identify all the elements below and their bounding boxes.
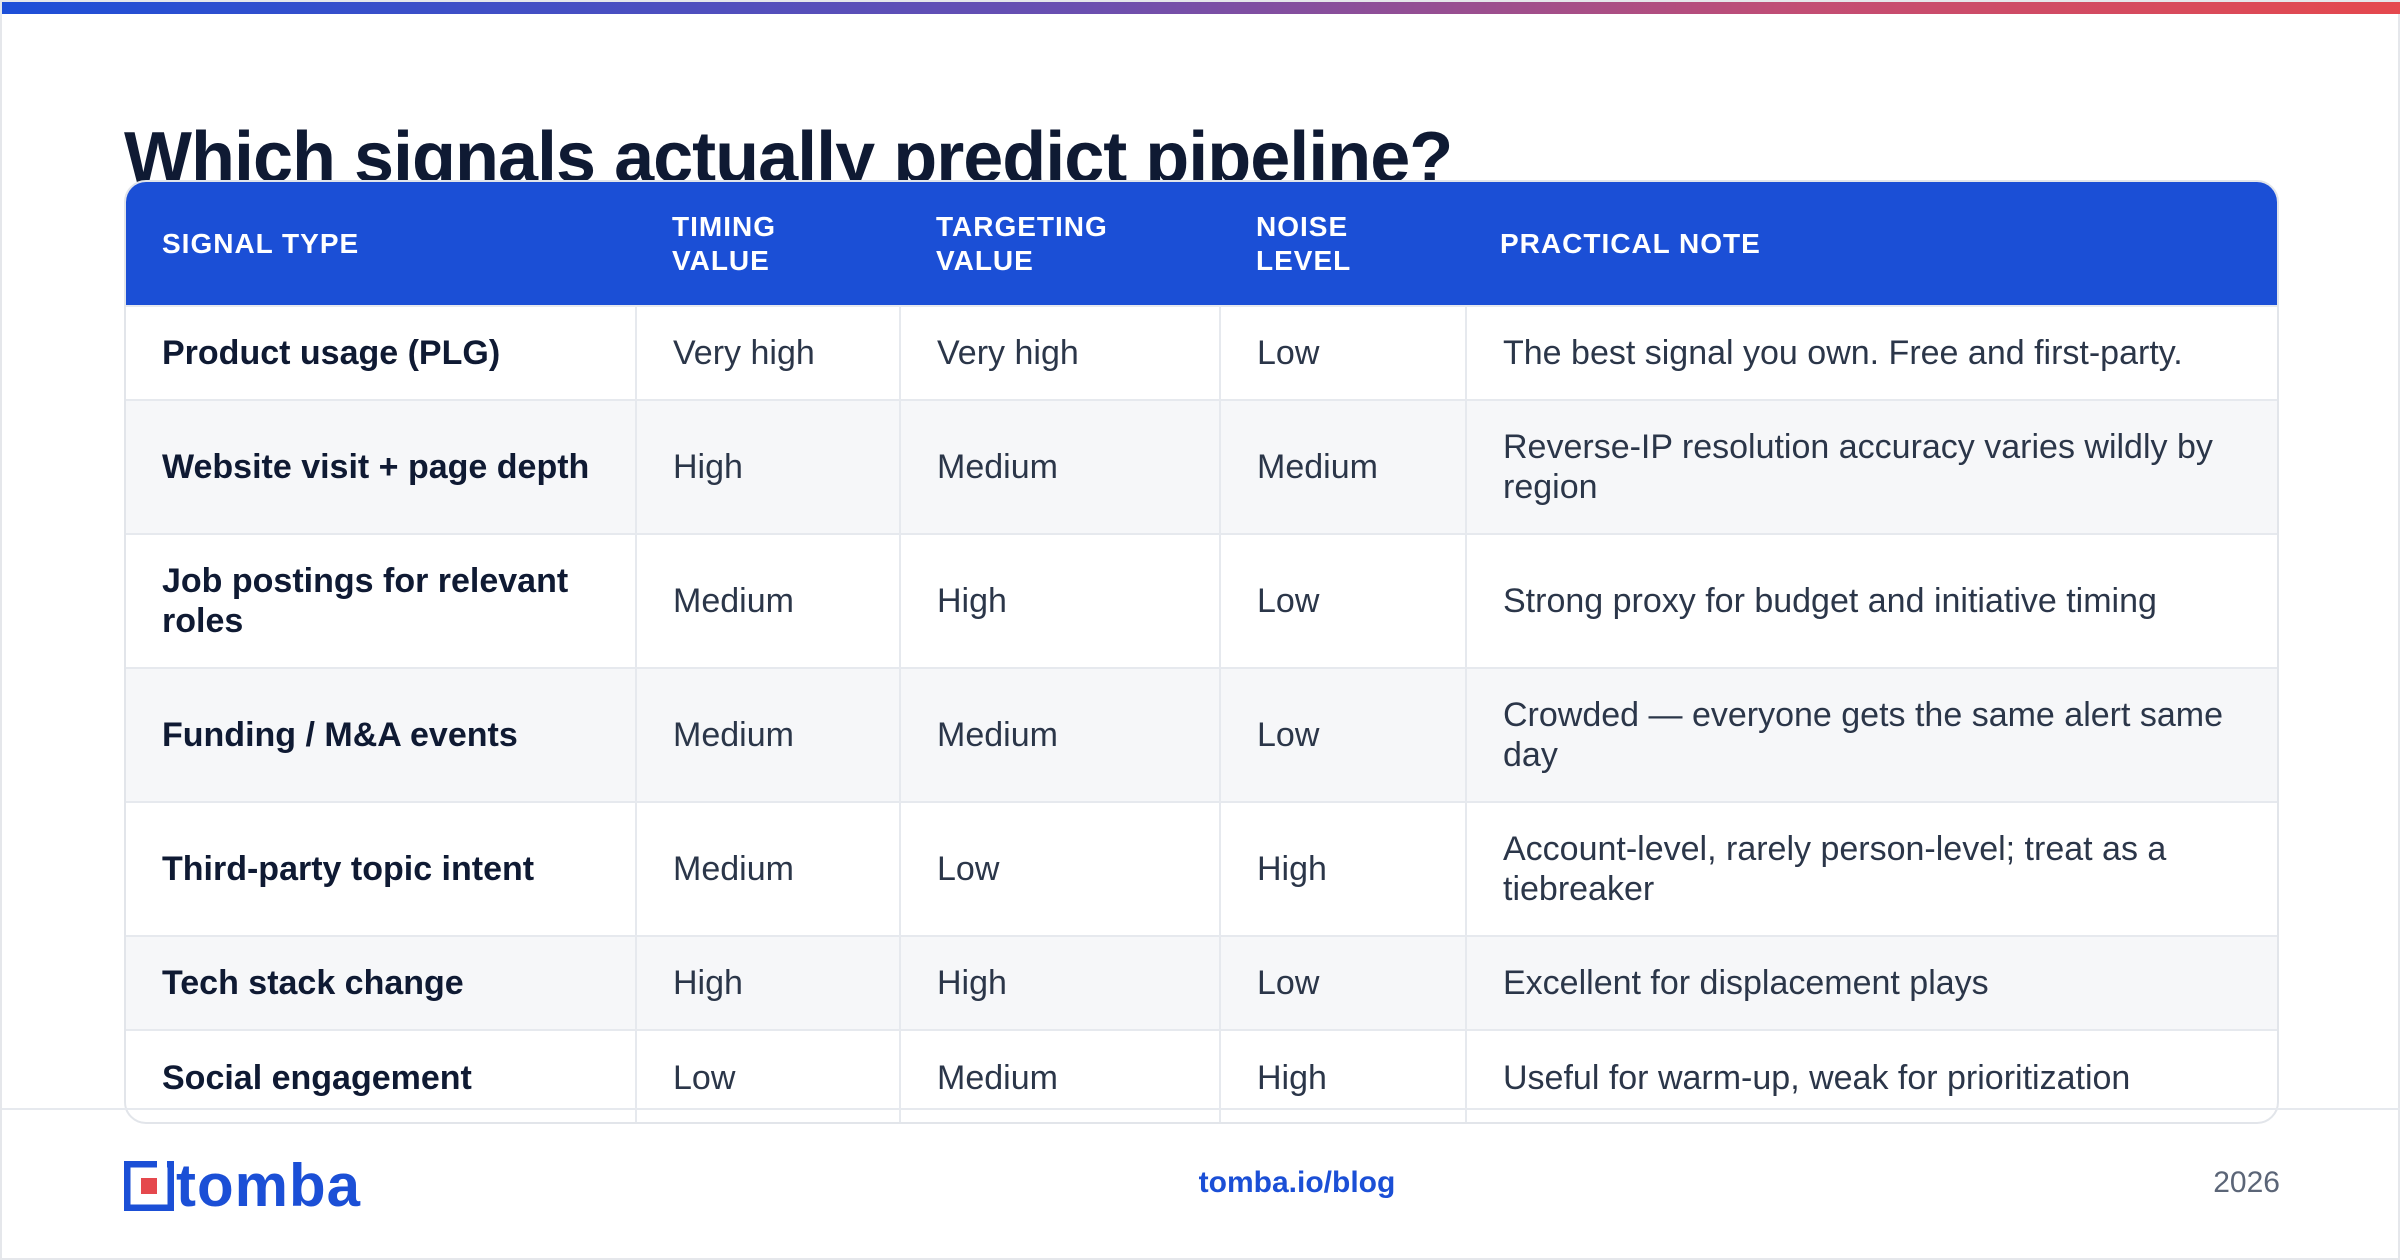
cell-practical-note: Account-level, rarely person-level; trea… xyxy=(1465,801,2277,936)
header-noise-level: NOISE LEVEL xyxy=(1220,182,1466,306)
cell-noise-level: Low xyxy=(1219,305,1466,400)
top-gradient-bar xyxy=(2,2,2400,14)
signals-table-card: SIGNAL TYPE TIMING VALUE TARGETING VALUE N… xyxy=(124,180,2279,1124)
cell-noise-level: High xyxy=(1219,1029,1466,1122)
cell-signal-type: Product usage (PLG) xyxy=(126,305,636,400)
cell-noise-level: Medium xyxy=(1219,399,1466,534)
table-header: SIGNAL TYPE TIMING VALUE TARGETING VALUE N… xyxy=(126,182,2277,306)
blog-link[interactable]: tomba.io/blog xyxy=(1198,1166,1396,1199)
table-row: Tech stack change High High Low Excellen… xyxy=(126,935,2277,1030)
cell-targeting-value: High xyxy=(899,533,1220,668)
cell-signal-type: Website visit + page depth xyxy=(126,399,636,534)
cell-timing-value: Low xyxy=(635,1029,900,1122)
cell-targeting-value: Low xyxy=(899,801,1220,936)
cell-practical-note: Strong proxy for budget and initiative t… xyxy=(1465,533,2277,668)
cell-timing-value: Medium xyxy=(635,667,900,802)
cell-noise-level: Low xyxy=(1219,533,1466,668)
cell-noise-level: Low xyxy=(1219,667,1466,802)
cell-noise-level: High xyxy=(1219,801,1466,936)
footer-year: 2026 xyxy=(2213,1166,2280,1199)
cell-targeting-value: Medium xyxy=(899,1029,1220,1122)
header-timing-value: TIMING VALUE xyxy=(636,182,900,306)
cell-signal-type: Third-party topic intent xyxy=(126,801,636,936)
table-row: Product usage (PLG) Very high Very high … xyxy=(126,305,2277,400)
cell-practical-note: Useful for warm-up, weak for prioritizat… xyxy=(1465,1029,2277,1122)
cell-signal-type: Job postings for relevant roles xyxy=(126,533,636,668)
tomba-logo-icon xyxy=(123,1160,175,1212)
cell-practical-note: Crowded — everyone gets the same alert s… xyxy=(1465,667,2277,802)
cell-noise-level: Low xyxy=(1219,935,1466,1030)
cell-practical-note: Reverse-IP resolution accuracy varies wi… xyxy=(1465,399,2277,534)
cell-practical-note: The best signal you own. Free and first-… xyxy=(1465,305,2277,400)
table-row: Funding / M&A events Medium Medium Low C… xyxy=(126,667,2277,802)
table-row: Website visit + page depth High Medium M… xyxy=(126,399,2277,534)
cell-timing-value: Medium xyxy=(635,533,900,668)
cell-targeting-value: Medium xyxy=(899,399,1220,534)
header-practical-note: PRACTICAL NOTE xyxy=(1466,182,2277,306)
header-targeting-value: TARGETING VALUE xyxy=(900,182,1220,306)
cell-targeting-value: Medium xyxy=(899,667,1220,802)
cell-signal-type: Tech stack change xyxy=(126,935,636,1030)
header-signal-type: SIGNAL TYPE xyxy=(126,182,636,306)
signals-table: SIGNAL TYPE TIMING VALUE TARGETING VALUE N… xyxy=(126,182,2277,1122)
tomba-logo-text: tomba xyxy=(176,1152,361,1219)
cell-practical-note: Excellent for displacement plays xyxy=(1465,935,2277,1030)
cell-signal-type: Funding / M&A events xyxy=(126,667,636,802)
table-row: Job postings for relevant roles Medium H… xyxy=(126,533,2277,668)
cell-timing-value: High xyxy=(635,935,900,1030)
cell-targeting-value: Very high xyxy=(899,305,1220,400)
cell-targeting-value: High xyxy=(899,935,1220,1030)
cell-timing-value: High xyxy=(635,399,900,534)
cell-timing-value: Very high xyxy=(635,305,900,400)
table-row: Social engagement Low Medium High Useful… xyxy=(126,1029,2277,1122)
cell-timing-value: Medium xyxy=(635,801,900,936)
footer-divider xyxy=(2,1108,2400,1110)
page-title: Which signals actually predict pipeline? xyxy=(124,118,1453,182)
tomba-logo: tomba xyxy=(123,1152,361,1219)
cell-signal-type: Social engagement xyxy=(126,1029,636,1122)
table-row: Third-party topic intent Medium Low High… xyxy=(126,801,2277,936)
